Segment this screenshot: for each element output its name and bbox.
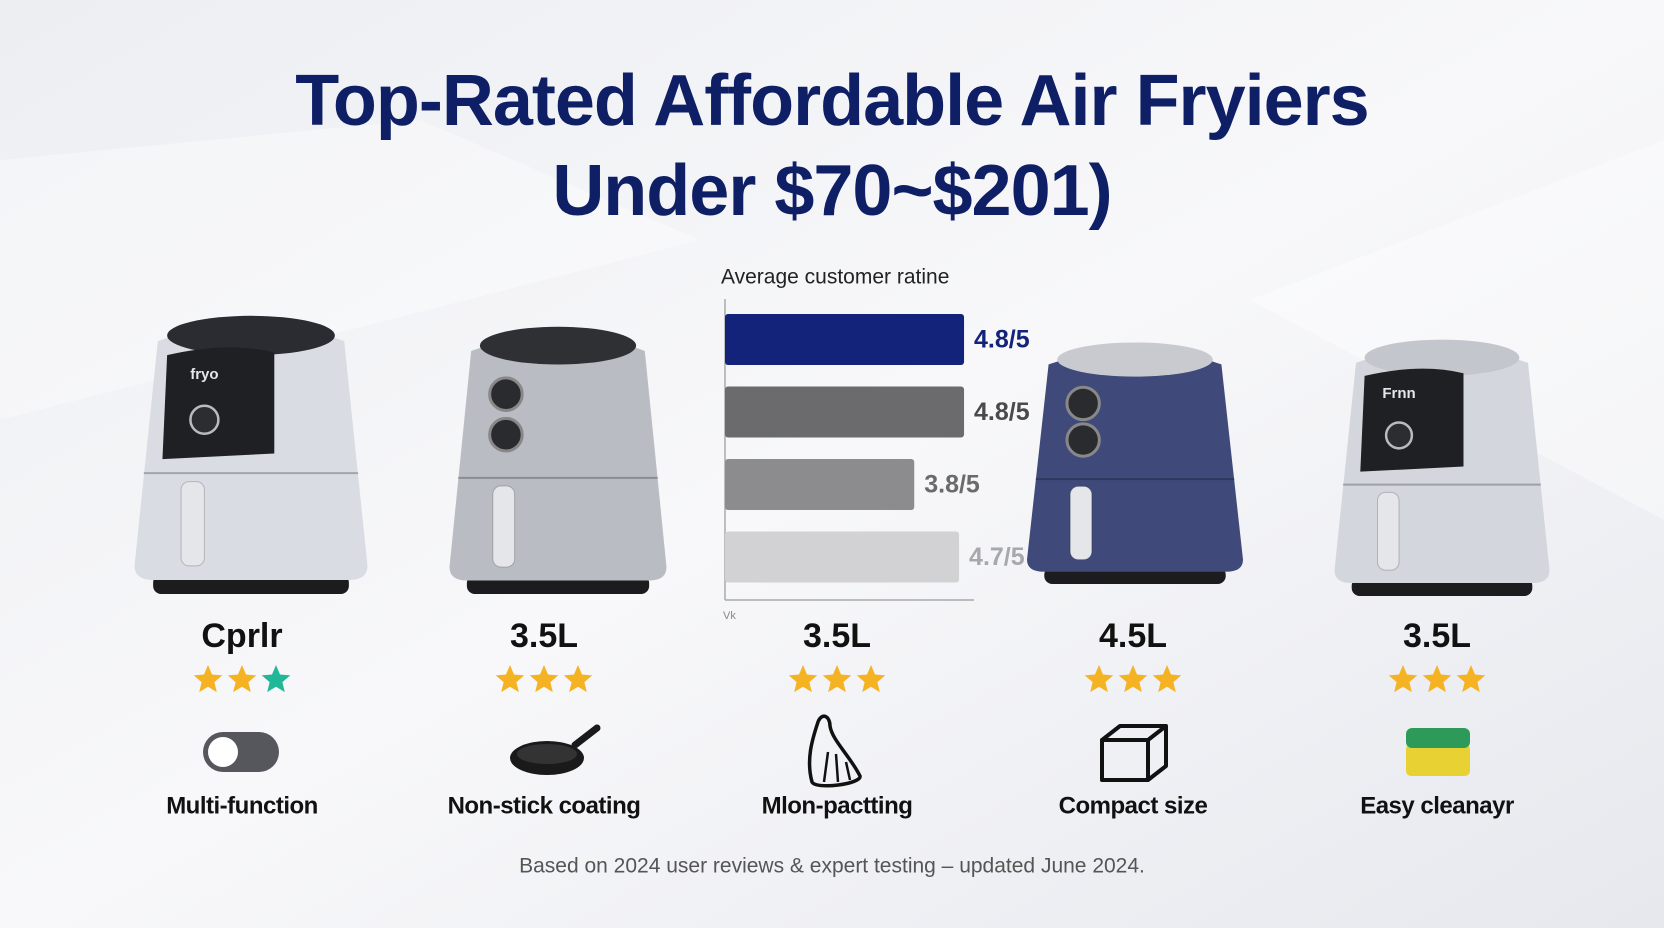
star bbox=[261, 665, 291, 693]
paper-texture bbox=[1250, 140, 1664, 520]
capacity-label: 4.5L bbox=[1099, 617, 1167, 655]
fryer-handle bbox=[492, 485, 516, 568]
fryer-handle bbox=[1069, 485, 1093, 561]
feature-label: Multi-function bbox=[166, 792, 318, 819]
star bbox=[227, 665, 257, 693]
brand-label: Frnn bbox=[1382, 385, 1415, 402]
star bbox=[1388, 665, 1418, 693]
value-label: 4.8/5 bbox=[974, 326, 1030, 354]
fryer-dial bbox=[1384, 421, 1414, 450]
star bbox=[1422, 665, 1452, 693]
x-axis-label: Vk bbox=[723, 610, 736, 622]
value-label: 4.7/5 bbox=[969, 543, 1025, 571]
feature-label: Compact size bbox=[1059, 792, 1208, 819]
star bbox=[1456, 665, 1486, 693]
feature-label: Non-stick coating bbox=[448, 792, 641, 819]
value-label: 4.8/5 bbox=[974, 398, 1030, 426]
fryer-lid bbox=[167, 315, 335, 356]
fryer-handle bbox=[180, 481, 205, 567]
fryer-lid bbox=[1057, 342, 1213, 377]
star bbox=[563, 665, 593, 693]
bar bbox=[725, 314, 965, 365]
box-icon bbox=[1100, 724, 1168, 782]
bar bbox=[725, 531, 960, 583]
glove-icon bbox=[807, 714, 862, 788]
fryer-body bbox=[1027, 349, 1243, 572]
star bbox=[495, 665, 525, 693]
star bbox=[822, 665, 852, 693]
glove-icon bbox=[822, 751, 852, 783]
fryer-knob bbox=[1065, 422, 1101, 458]
star bbox=[1118, 665, 1148, 693]
pan-handle bbox=[571, 724, 601, 749]
pan-icon bbox=[517, 744, 577, 764]
sponge-icon bbox=[1406, 744, 1470, 776]
bar bbox=[725, 386, 965, 438]
icons bbox=[203, 714, 1470, 788]
title: Under $70~$201) bbox=[552, 151, 1111, 231]
brand-label: fryo bbox=[190, 366, 218, 383]
fryer-panel bbox=[162, 347, 275, 460]
fryer-knob bbox=[1065, 385, 1101, 422]
capacity-label: Cprlr bbox=[201, 617, 282, 655]
fryer-panel bbox=[1360, 368, 1464, 472]
fryer-lid bbox=[1364, 339, 1520, 376]
star bbox=[1084, 665, 1114, 693]
star bbox=[856, 665, 886, 693]
capacity-label: 3.5L bbox=[1403, 617, 1471, 655]
star bbox=[788, 665, 818, 693]
fryer-body bbox=[449, 334, 667, 581]
star bbox=[529, 665, 559, 693]
fryer-lid bbox=[479, 326, 637, 365]
fryer-dial bbox=[189, 404, 220, 436]
capacity-label: 3.5L bbox=[803, 617, 871, 655]
bar bbox=[725, 459, 915, 510]
capacity-label: 3.5L bbox=[510, 617, 578, 655]
feature-label: Mlon-pactting bbox=[762, 792, 913, 819]
sponge-icon bbox=[1406, 728, 1470, 748]
feature-label: Easy cleanayr bbox=[1360, 792, 1514, 819]
fryer-knob bbox=[488, 416, 524, 453]
footnote: Based on 2024 user reviews & expert test… bbox=[519, 855, 1145, 878]
value-label: 3.8/5 bbox=[924, 471, 980, 499]
title: Top-Rated Affordable Air Fryiers bbox=[295, 61, 1368, 141]
star bbox=[1152, 665, 1182, 693]
fryer-handle bbox=[1377, 491, 1400, 571]
chart-title: Average customer ratine bbox=[721, 266, 949, 289]
toggle-knob bbox=[208, 737, 238, 767]
fryer-knob bbox=[488, 376, 524, 412]
star bbox=[193, 665, 223, 693]
